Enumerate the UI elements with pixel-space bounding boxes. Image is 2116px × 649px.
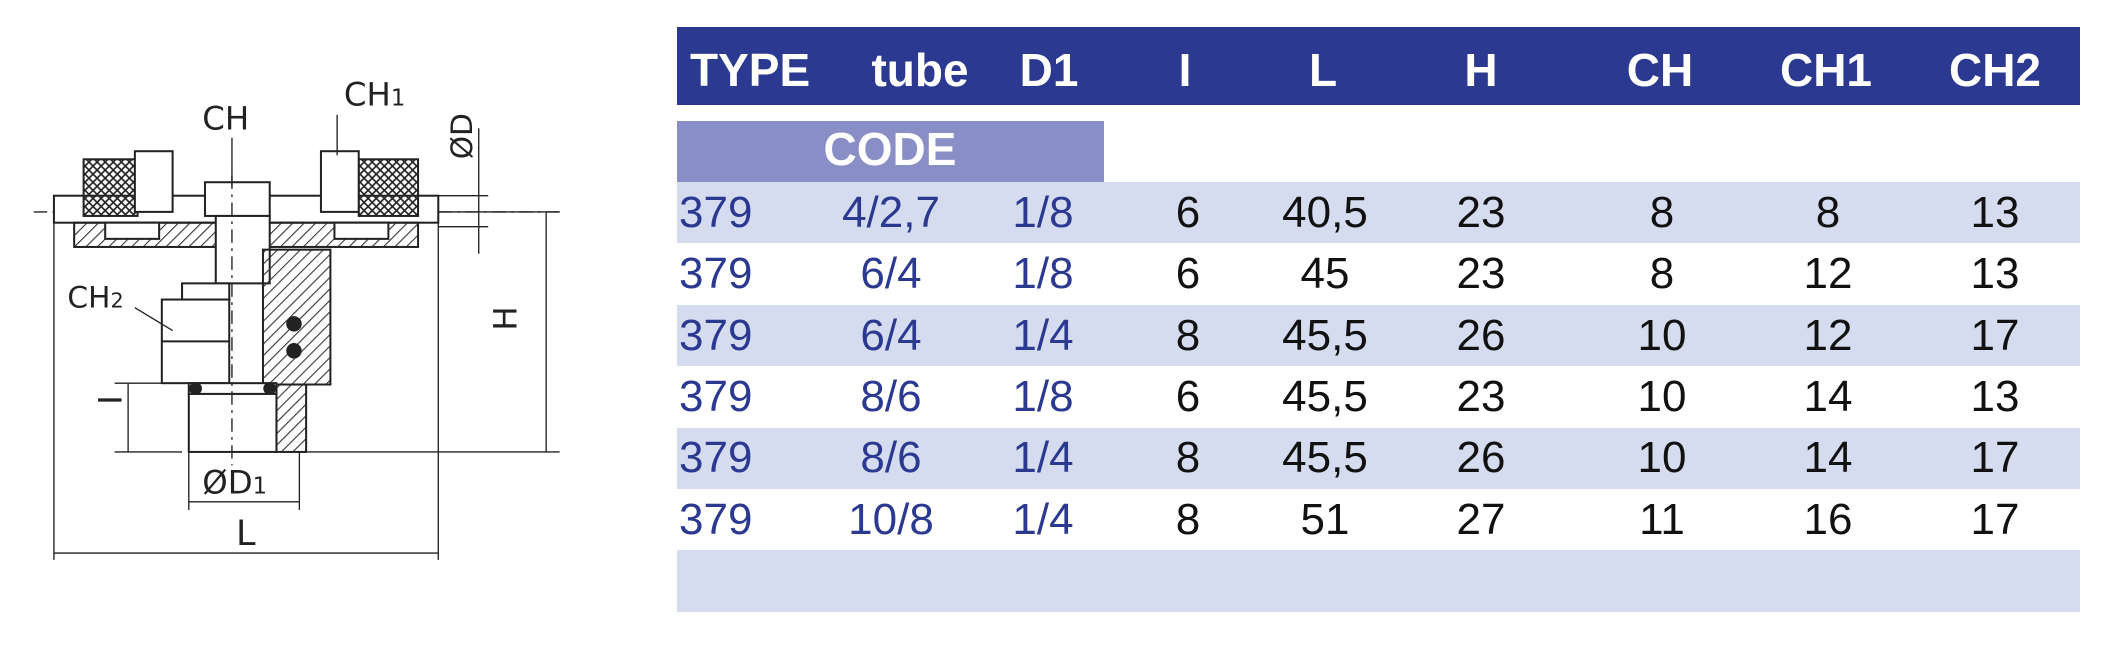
table-cell: 1/8 — [1012, 249, 1074, 299]
table-cell: 8 — [1175, 310, 1201, 360]
table-cell: 26 — [1456, 310, 1506, 360]
table-cell: 45 — [1300, 249, 1350, 299]
table-cell: 45,5 — [1282, 371, 1368, 421]
drawing-label: ØD — [444, 113, 479, 159]
table-cell: 6/4 — [860, 249, 922, 299]
drawing-label: CH1 — [344, 75, 405, 113]
table-cell: 16 — [1803, 494, 1853, 544]
table-cell: 12 — [1803, 249, 1853, 299]
label-base: H — [486, 306, 524, 330]
table-cell: 379 — [679, 371, 753, 421]
code-band — [677, 121, 1104, 182]
table-cell: 27 — [1456, 494, 1506, 544]
row-stripe — [677, 304, 2080, 367]
drawing-label: I — [91, 395, 129, 405]
table-cell: 8/6 — [860, 433, 922, 483]
header-cell: D1 — [1019, 44, 1079, 96]
table-cell: 14 — [1803, 371, 1853, 421]
table-cell: 379 — [679, 310, 753, 360]
table-cell: 8 — [1815, 187, 1841, 237]
drawing-label: H — [486, 306, 524, 330]
row-stripe — [677, 427, 2080, 489]
table-cell: 6 — [1175, 187, 1201, 237]
table-cell: 379 — [679, 249, 753, 299]
table-cell: 45,5 — [1282, 310, 1368, 360]
table-cell: 12 — [1803, 310, 1853, 360]
table-cell: 6 — [1175, 249, 1201, 299]
table-cell: 45,5 — [1282, 433, 1368, 483]
table-cell: 8 — [1175, 494, 1201, 544]
table-cell: 1/4 — [1012, 310, 1074, 360]
table-cell: 17 — [1970, 494, 2020, 544]
table-cell: 8 — [1649, 249, 1675, 299]
header-cell: CH2 — [1948, 44, 2042, 96]
table-cell: 13 — [1970, 249, 2020, 299]
table-cell: 379 — [679, 187, 753, 237]
header-row — [677, 27, 2080, 105]
header-cell: I — [1178, 44, 1192, 96]
table-cell: 14 — [1803, 433, 1853, 483]
table-cell: 6 — [1175, 371, 1201, 421]
table-cell: 379 — [679, 494, 753, 544]
row-stripe — [677, 182, 2080, 244]
code-label: CODE — [823, 123, 957, 175]
table-cell: 8 — [1649, 187, 1675, 237]
header-cell: L — [1308, 44, 1338, 96]
dimension-lines — [53, 114, 560, 560]
table-cell: 26 — [1456, 433, 1506, 483]
table-cell: 17 — [1970, 310, 2020, 360]
label-base: CH — [344, 75, 391, 113]
table-cell: 11 — [1639, 494, 1685, 544]
header-cell: CH1 — [1779, 44, 1873, 96]
table-cell: 23 — [1456, 371, 1506, 421]
table-cell: 4/2,7 — [842, 187, 940, 237]
table-cell: 1/8 — [1012, 187, 1074, 237]
table-cell: 10 — [1637, 371, 1687, 421]
drawing-label: CH2 — [67, 280, 123, 315]
table-cell: 1/8 — [1012, 371, 1074, 421]
table-cell: 17 — [1970, 433, 2020, 483]
drawing-label: L — [236, 513, 256, 554]
label-base: I — [91, 395, 129, 405]
table-cell: 23 — [1456, 249, 1506, 299]
label-subscript: 2 — [110, 289, 123, 313]
table-cell: 13 — [1970, 371, 2020, 421]
table-cell: 51 — [1300, 494, 1350, 544]
table-cell: 10 — [1637, 310, 1687, 360]
table-cell: 1/4 — [1012, 433, 1074, 483]
table-cell: 8 — [1175, 433, 1201, 483]
header-cell: CH — [1626, 44, 1694, 96]
label-base: CH — [202, 100, 249, 138]
label-base: CH — [67, 280, 110, 315]
drawing-label: CH — [202, 100, 249, 138]
header-cell: tube — [871, 44, 969, 96]
table-cell: 1/4 — [1012, 494, 1074, 544]
drawing-label: ØD1 — [202, 464, 267, 502]
label-base: L — [236, 513, 256, 554]
table-cell: 10 — [1637, 433, 1687, 483]
row-stripe — [677, 550, 2080, 612]
label-subscript: 1 — [391, 85, 405, 111]
header-cell: H — [1464, 44, 1498, 96]
table-cell: 8/6 — [860, 371, 922, 421]
fitting-outline — [33, 150, 560, 466]
label-subscript: 1 — [253, 474, 267, 500]
table-cell: 6/4 — [860, 310, 922, 360]
header-cell: TYPE — [690, 44, 811, 96]
table-cell: 379 — [679, 433, 753, 483]
table-cell: 23 — [1456, 187, 1506, 237]
label-base: ØD — [202, 464, 252, 502]
table-cell: 13 — [1970, 187, 2020, 237]
label-base: ØD — [444, 113, 479, 159]
table-cell: 10/8 — [848, 494, 934, 544]
table-cell: 40,5 — [1282, 187, 1368, 237]
